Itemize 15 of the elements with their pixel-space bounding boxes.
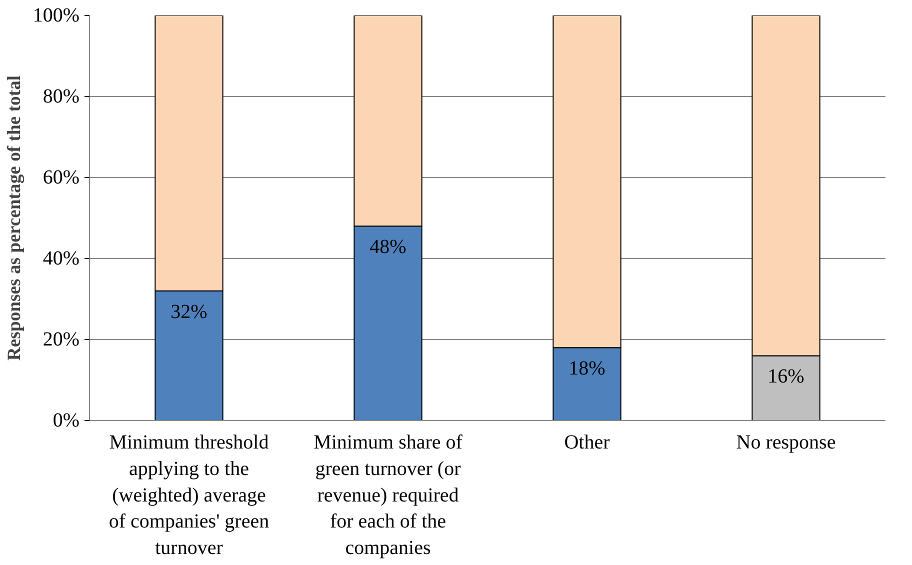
data-label: 48%	[370, 236, 406, 258]
x-tick-label: Minimum share of green turnover (or revenue) required for each of the companies	[314, 432, 463, 560]
y-tick-label: 100%	[32, 4, 80, 26]
y-tick-label: 40%	[42, 248, 80, 270]
data-label: 18%	[568, 358, 606, 380]
data-label: 16%	[768, 366, 804, 388]
y-tick-label: 80%	[42, 86, 80, 108]
x-tick-label: Minimum threshold applying to the (weighted) average of companies' green turnover	[108, 432, 270, 560]
y-tick-label: 20%	[42, 328, 80, 350]
x-tick-label: Other	[564, 432, 610, 454]
y-tick-label: 0%	[52, 410, 80, 432]
x-tick-label: No response	[736, 432, 836, 454]
y-tick-label: 60%	[42, 166, 80, 188]
data-label: 32%	[170, 300, 208, 323]
y-axis-title: Responses as percentage of the total	[4, 75, 25, 361]
